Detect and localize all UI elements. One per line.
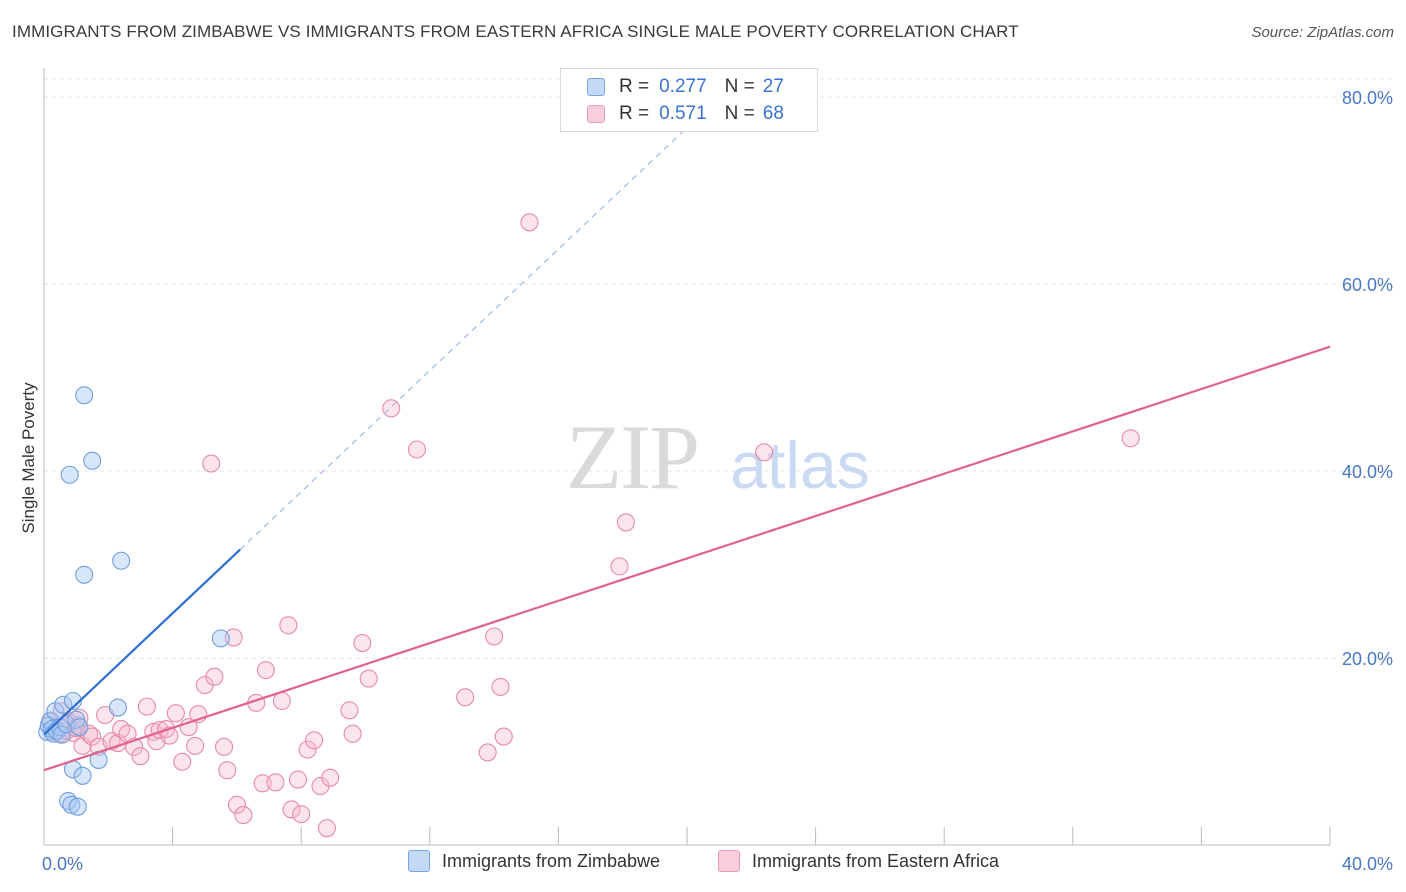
- legend-row-eastern-africa: R = 0.571 N = 68: [587, 100, 784, 128]
- series-legend: Immigrants from Zimbabwe Immigrants from…: [0, 850, 1406, 878]
- data-point-eastern-africa: [224, 628, 243, 647]
- data-point-eastern-africa: [266, 773, 285, 792]
- legend-n-label: N =: [724, 103, 755, 124]
- y-tick-label: 40.0%: [1342, 462, 1393, 482]
- data-point-eastern-africa: [131, 747, 150, 766]
- legend-n-value: 68: [762, 103, 784, 124]
- chart-source: Source: ZipAtlas.com: [1251, 24, 1394, 41]
- data-point-zimbabwe: [52, 725, 71, 744]
- data-point-eastern-africa: [137, 697, 156, 716]
- legend-r-value: 0.277: [659, 76, 707, 97]
- data-point-eastern-africa: [755, 443, 774, 462]
- data-point-eastern-africa: [494, 727, 513, 746]
- x-tick-label: 40.0%: [1342, 854, 1393, 874]
- axes: [43, 68, 1331, 846]
- data-point-eastern-africa: [610, 557, 629, 576]
- y-axis-title: Single Male Poverty: [19, 382, 38, 534]
- legend-item-zimbabwe[interactable]: Immigrants from Zimbabwe: [408, 850, 660, 872]
- y-tick-label: 80.0%: [1342, 88, 1393, 108]
- data-point-zimbabwe: [63, 691, 82, 711]
- data-point-eastern-africa: [298, 740, 317, 759]
- legend-n-value: 27: [762, 76, 784, 97]
- data-point-zimbabwe: [73, 766, 92, 785]
- legend-item-label: Immigrants from Eastern Africa: [752, 850, 1000, 871]
- data-point-eastern-africa: [478, 743, 497, 762]
- data-point-eastern-africa: [353, 633, 372, 653]
- series-eastern-africa-points: [41, 213, 1140, 838]
- data-point-eastern-africa: [166, 704, 185, 723]
- y-tick-label: 60.0%: [1342, 275, 1393, 295]
- data-point-eastern-africa: [359, 669, 378, 688]
- data-point-eastern-africa: [205, 667, 224, 686]
- data-point-eastern-africa: [491, 677, 510, 697]
- data-point-eastern-africa: [202, 454, 221, 473]
- data-point-zimbabwe: [112, 551, 131, 570]
- legend-swatch-pink: [718, 850, 740, 872]
- tick-labels: 20.0% 40.0% 60.0% 80.0% 0.0% 40.0%: [42, 88, 1393, 874]
- data-point-eastern-africa: [272, 691, 291, 711]
- watermark-zip: ZIP: [566, 406, 698, 508]
- trendline-zimbabwe: [43, 548, 241, 736]
- data-point-eastern-africa: [279, 616, 298, 635]
- data-point-eastern-africa: [1121, 429, 1140, 448]
- data-point-eastern-africa: [83, 727, 102, 746]
- correlation-legend: R = 0.277 N = 27 R = 0.571 N = 68: [560, 68, 818, 132]
- data-point-eastern-africa: [382, 399, 401, 418]
- data-point-zimbabwe: [211, 629, 230, 648]
- legend-swatch-pink: [587, 105, 605, 123]
- data-point-eastern-africa: [343, 724, 362, 743]
- data-point-eastern-africa: [112, 720, 131, 739]
- data-point-eastern-africa: [218, 761, 237, 780]
- data-point-zimbabwe: [75, 565, 94, 584]
- data-point-zimbabwe: [70, 718, 89, 737]
- data-point-eastern-africa: [234, 806, 253, 825]
- data-point-eastern-africa: [256, 661, 275, 680]
- data-point-eastern-africa: [520, 213, 539, 232]
- data-point-eastern-africa: [317, 819, 336, 838]
- data-point-zimbabwe: [75, 386, 94, 405]
- legend-r-label: R =: [619, 103, 650, 124]
- legend-r-label: R =: [619, 76, 650, 97]
- data-point-eastern-africa: [79, 724, 99, 743]
- data-point-zimbabwe: [108, 698, 127, 717]
- legend-swatch-blue: [587, 78, 605, 96]
- data-point-eastern-africa: [214, 737, 234, 756]
- series-zimbabwe-points: [38, 386, 230, 816]
- data-point-eastern-africa: [173, 752, 192, 771]
- data-point-eastern-africa: [407, 440, 426, 459]
- data-point-zimbabwe: [60, 465, 79, 484]
- data-point-eastern-africa: [186, 736, 205, 755]
- legend-r-value: 0.571: [659, 103, 707, 124]
- legend-item-label: Immigrants from Zimbabwe: [442, 850, 661, 871]
- chart-title: IMMIGRANTS FROM ZIMBABWE VS IMMIGRANTS F…: [12, 22, 1019, 41]
- data-point-eastern-africa: [282, 800, 301, 819]
- gridlines: [44, 78, 1395, 659]
- y-tick-label: 20.0%: [1342, 649, 1393, 669]
- data-point-zimbabwe: [68, 797, 87, 816]
- data-point-eastern-africa: [616, 513, 635, 532]
- data-point-eastern-africa: [321, 768, 340, 787]
- data-point-eastern-africa: [485, 627, 504, 646]
- data-point-zimbabwe: [83, 451, 102, 470]
- data-point-eastern-africa: [288, 770, 308, 789]
- data-point-zimbabwe: [62, 795, 81, 814]
- data-point-eastern-africa: [292, 805, 311, 824]
- data-point-eastern-africa: [253, 774, 272, 793]
- legend-row-zimbabwe: R = 0.277 N = 27: [587, 73, 784, 101]
- data-point-eastern-africa: [340, 701, 359, 720]
- legend-item-eastern-africa[interactable]: Immigrants from Eastern Africa: [718, 850, 999, 872]
- legend-n-label: N =: [724, 76, 755, 97]
- x-tick-label: 0.0%: [42, 854, 83, 874]
- data-point-eastern-africa: [227, 795, 246, 814]
- data-point-zimbabwe: [54, 695, 73, 714]
- data-point-eastern-africa: [305, 731, 324, 750]
- trendline-eastern-africa: [43, 345, 1331, 772]
- watermark-atlas: atlas: [730, 428, 869, 502]
- trendlines: [43, 96, 1331, 772]
- data-point-eastern-africa: [456, 688, 475, 707]
- legend-swatch-blue: [408, 850, 430, 872]
- watermark: ZIP atlas: [566, 406, 870, 508]
